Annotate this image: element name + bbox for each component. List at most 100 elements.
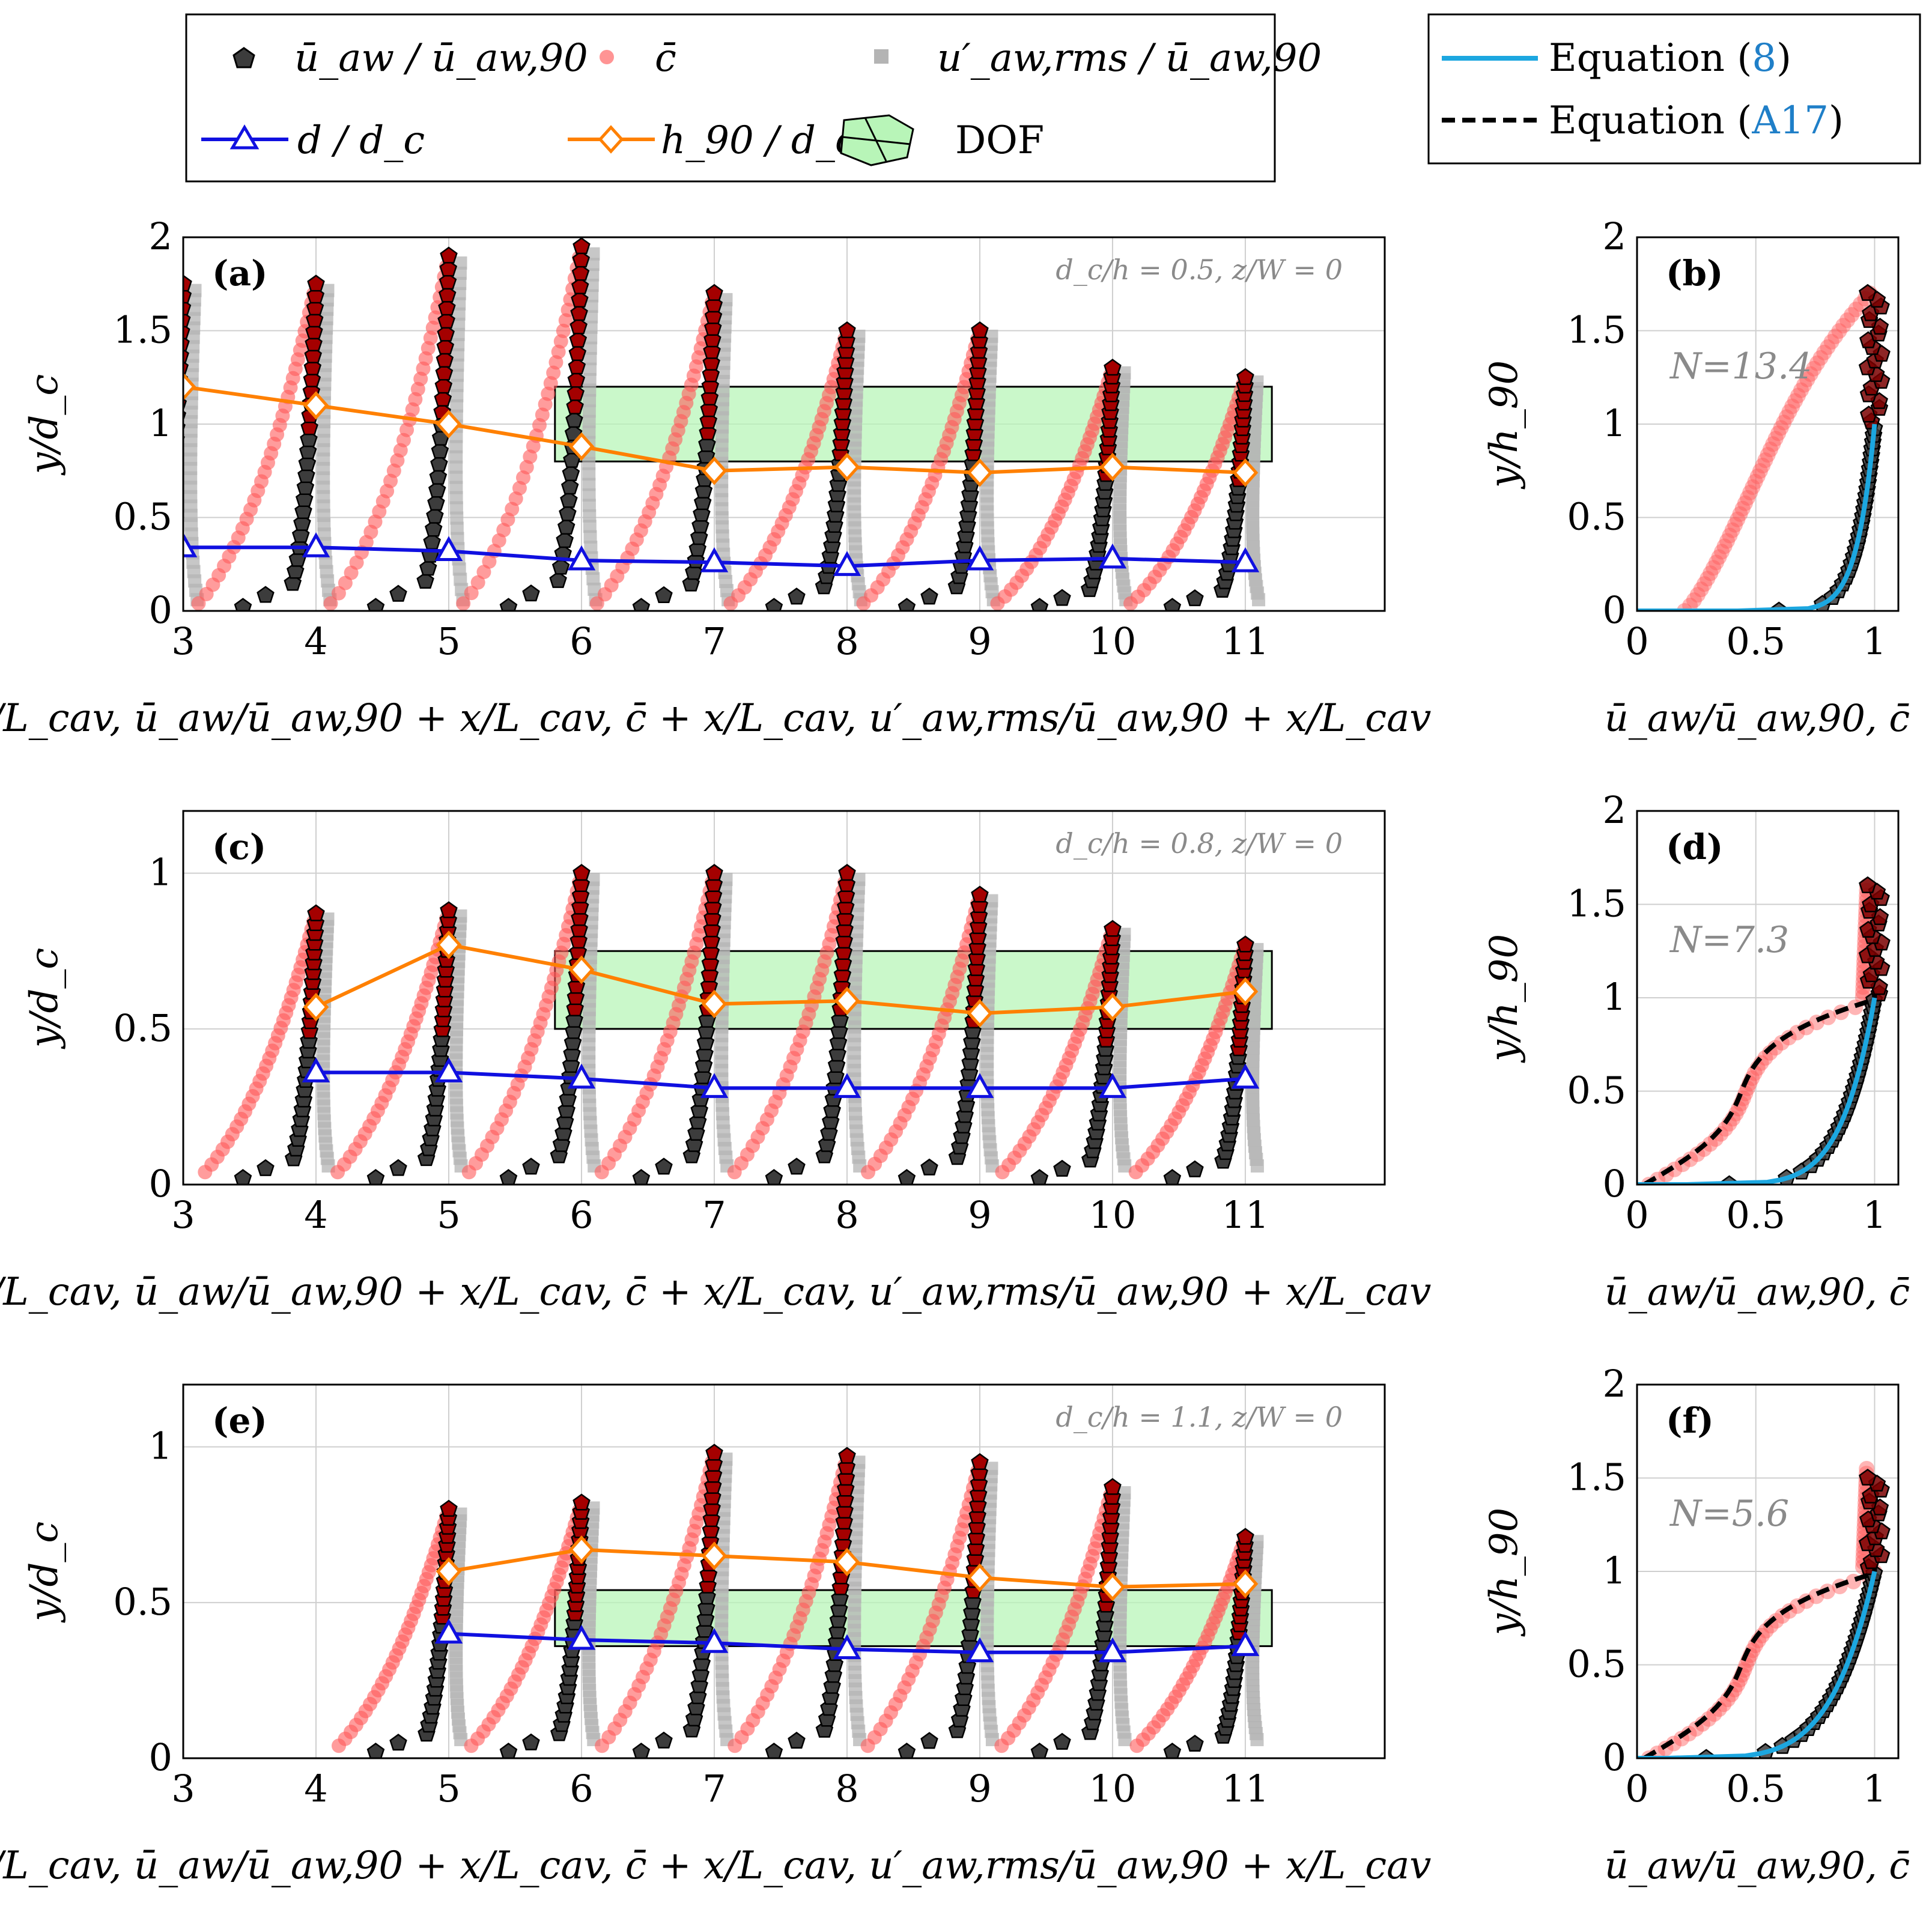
u-rms-point [453,276,467,290]
x-tick-3: 3 [171,1767,195,1810]
u-rms-point [985,894,998,908]
u-aw-point [183,311,191,328]
x-tick-11: 11 [1222,1767,1269,1810]
u-aw-point [436,350,454,368]
u-aw-point [838,321,856,339]
d-marker [183,532,198,557]
x-tick-6: 6 [570,1193,593,1237]
u-aw-point [560,478,579,495]
u-aw-point [920,1732,938,1749]
y-tick-0: 0 [1603,1735,1626,1779]
u-aw-point [788,1158,806,1175]
plot-frame [182,236,1386,612]
c-point [1776,414,1792,431]
x-tick-3: 3 [171,619,195,663]
legend-eqA17: Equation (A17) [1442,99,1844,143]
profile-7 [594,864,734,1185]
y-tick-1: 1 [1603,975,1626,1019]
profile-11 [1128,935,1264,1185]
data-area [331,1443,1273,1758]
u-rms-point [454,256,467,270]
c-point [1760,447,1776,463]
y-tick-1: 1 [1603,401,1626,445]
u-aw-point [566,397,584,414]
u-aw-point [920,1158,938,1176]
u-aw-point [416,571,434,589]
c-point [89,549,103,563]
legend-h90: h_90 / d_c [568,118,857,163]
u-rms-point [719,293,733,306]
u-aw-point [183,460,184,461]
y-tick-0: 0 [149,588,172,632]
panel-tag: (e) [212,1400,267,1441]
u-aw-point [1030,1743,1049,1758]
u-rms-point [454,909,467,923]
c-point [1831,323,1847,339]
legend-u-rms-marker [874,49,889,64]
u-rms-point [583,373,597,387]
legend-h90-label: h_90 / d_c [661,118,857,163]
h90-marker [1232,458,1259,487]
u-aw-point [257,586,275,603]
u-aw-point [567,371,586,388]
plot-frame [1636,810,1900,1186]
u-aw-point [632,598,651,611]
u-rms-point [588,582,601,596]
y-tick-0.5: 0.5 [113,1006,172,1050]
x-tick-4: 4 [304,619,327,663]
c-point [1728,1105,1744,1121]
u-rms-point [586,1501,600,1515]
c-point [1740,490,1756,506]
d-marker [302,1057,330,1082]
legend-eq8: Equation (8) [1442,36,1791,80]
y-tick-2: 2 [1603,1362,1626,1406]
panel-tag: (d) [1666,827,1723,867]
d-marker [700,1073,729,1098]
y-tick-0: 0 [149,1162,172,1206]
x-tick-0.5: 0.5 [1726,1767,1785,1810]
c-point [1781,404,1797,420]
u-rms-point [1250,1535,1264,1549]
x-tick-1: 1 [1863,1767,1886,1810]
u-aw-point [437,311,455,329]
u-aw-point [556,531,574,548]
profile-9 [861,885,999,1185]
u-rms-point [586,258,600,272]
u-aw-point [183,299,192,316]
c-point [1790,387,1806,404]
x-axis-label: x/L_cav, ū_aw/ū_aw,90 + x/L_cav, c̄ + x/… [0,1270,1431,1314]
c-point [1693,581,1709,598]
x-tick-4: 4 [304,1193,327,1237]
legend-u-rms: u′_aw,rms / ū_aw,90 [874,36,1322,80]
c-point [1749,468,1766,484]
u-aw-point [234,598,252,611]
c-point [151,380,165,395]
x-tick-5: 5 [437,1193,460,1237]
x-tick-7: 7 [702,1193,726,1237]
y-tick-0.5: 0.5 [113,1580,172,1624]
y-tick-1: 1 [149,1424,172,1468]
u-rms-point [1117,366,1131,380]
c-point [1816,344,1832,360]
profile-9 [860,1453,999,1758]
c-point [1768,1613,1784,1629]
c-point [125,465,139,479]
u-aw-point [567,384,585,401]
x-tick-5: 5 [437,619,460,663]
u-aw-point [234,1169,252,1185]
profile-11 [1129,1528,1264,1758]
y-tick-2: 2 [149,214,172,258]
c-point [1702,1136,1718,1152]
c-point [1752,463,1768,479]
profile-9 [856,321,1000,611]
y-tick-0.5: 0.5 [1567,1069,1626,1112]
y-tick-0.5: 0.5 [113,495,172,539]
y-tick-0: 0 [1603,588,1626,632]
c-point [153,371,168,386]
legend-c-label: c̄ [655,36,676,80]
u-rms-point [582,414,596,428]
u-rms-point [583,383,597,397]
c-point [1711,549,1727,565]
d-marker [302,532,330,557]
u-rms-point [583,352,597,366]
